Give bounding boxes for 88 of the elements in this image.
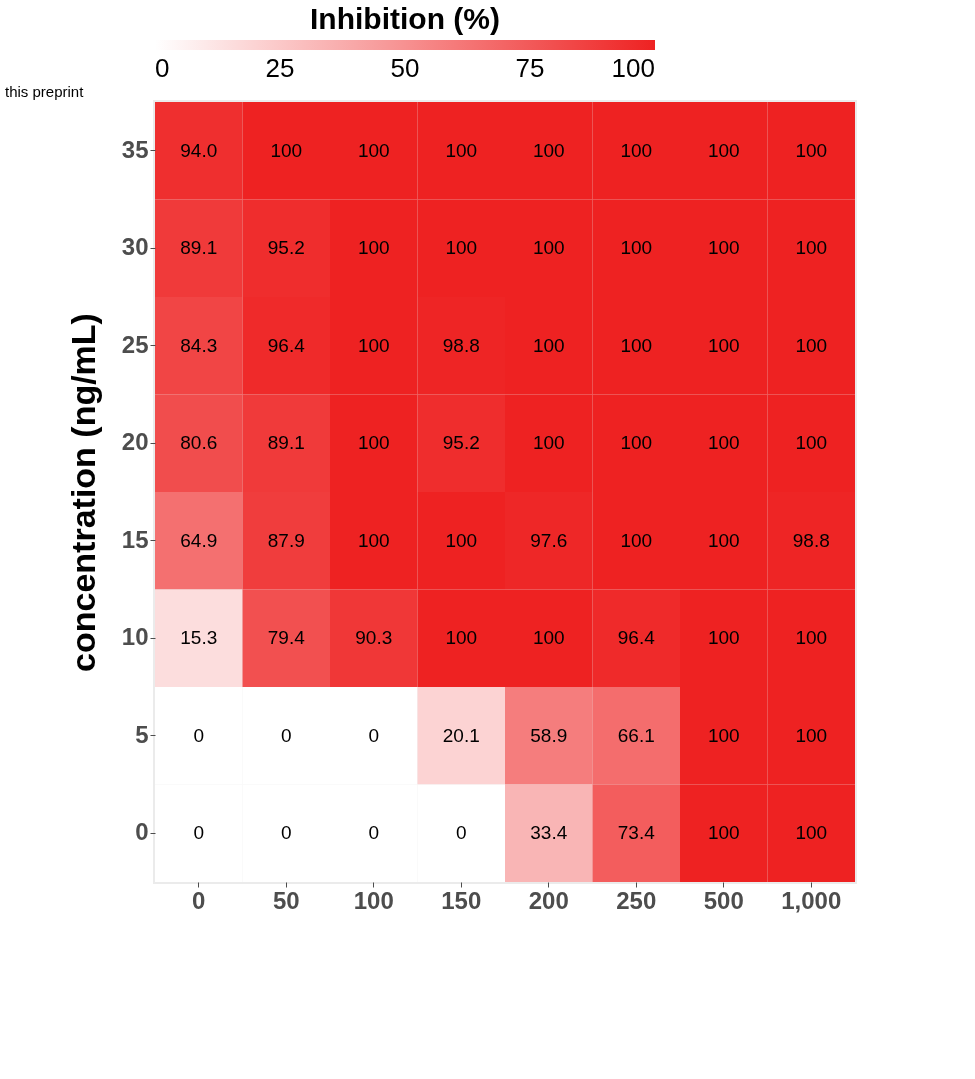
data-label: 100 bbox=[532, 237, 565, 259]
data-label: 100 bbox=[270, 139, 303, 161]
data-label: 100 bbox=[707, 529, 740, 551]
data-label: 0 bbox=[193, 822, 205, 844]
data-label: 89.1 bbox=[267, 432, 305, 454]
data-label: 0 bbox=[368, 822, 380, 844]
data-label: 15.3 bbox=[180, 627, 218, 649]
data-label: 100 bbox=[620, 432, 653, 454]
y-tick-label: 20 bbox=[121, 428, 149, 456]
data-label: 100 bbox=[357, 529, 390, 551]
data-label: 64.9 bbox=[180, 529, 218, 551]
x-tick-label: 200 bbox=[528, 886, 569, 914]
data-label: 0 bbox=[280, 822, 292, 844]
data-label: 100 bbox=[357, 139, 390, 161]
data-label: 58.9 bbox=[530, 724, 568, 746]
data-label: 100 bbox=[357, 334, 390, 356]
data-label: 87.9 bbox=[267, 529, 305, 551]
x-tick-label: 150 bbox=[441, 886, 482, 914]
data-label: 100 bbox=[795, 334, 828, 356]
data-label: 100 bbox=[795, 627, 828, 649]
color-bar-label: 0 bbox=[155, 53, 170, 83]
data-label: 89.1 bbox=[180, 237, 218, 259]
data-label: 95.2 bbox=[267, 237, 305, 259]
x-tick-label: 50 bbox=[272, 886, 300, 914]
y-tick-label: 5 bbox=[135, 720, 149, 748]
data-label: 100 bbox=[795, 237, 828, 259]
y-tick-label: 35 bbox=[121, 135, 149, 163]
data-label: 100 bbox=[532, 334, 565, 356]
data-label: 0 bbox=[280, 724, 292, 746]
data-label: 100 bbox=[445, 627, 478, 649]
data-label: 100 bbox=[620, 139, 653, 161]
x-tick-label: 100 bbox=[353, 886, 394, 914]
data-label: 100 bbox=[445, 139, 478, 161]
y-tick-label: 30 bbox=[121, 233, 149, 261]
data-label: 100 bbox=[357, 432, 390, 454]
data-label: 66.1 bbox=[617, 724, 655, 746]
x-tick-label: 250 bbox=[616, 886, 657, 914]
x-tick-label: 500 bbox=[703, 886, 744, 914]
y-tick-label: 10 bbox=[121, 623, 149, 651]
data-label: 96.4 bbox=[617, 627, 656, 649]
data-label: 100 bbox=[620, 529, 653, 551]
data-label: 100 bbox=[532, 139, 565, 161]
data-label: 0 bbox=[368, 724, 380, 746]
data-label: 20.1 bbox=[442, 724, 480, 746]
data-label: 100 bbox=[707, 627, 740, 649]
x-tick-label: 0 bbox=[192, 886, 206, 914]
color-bar-label: 100 bbox=[611, 53, 655, 83]
y-tick-label: 25 bbox=[121, 330, 149, 358]
data-label: 100 bbox=[707, 139, 740, 161]
data-label: 98.8 bbox=[792, 529, 830, 551]
color-bar-label: 50 bbox=[390, 53, 420, 83]
data-label: 100 bbox=[707, 724, 740, 746]
data-label: 98.8 bbox=[442, 334, 480, 356]
data-label: 95.2 bbox=[442, 432, 480, 454]
text: this preprint bbox=[5, 83, 85, 100]
data-label: 73.4 bbox=[617, 822, 656, 844]
data-label: 100 bbox=[795, 724, 828, 746]
data-label: 100 bbox=[357, 237, 390, 259]
data-label: 100 bbox=[795, 822, 828, 844]
data-label: 100 bbox=[532, 627, 565, 649]
data-label: 100 bbox=[620, 237, 653, 259]
y-tick-label: 15 bbox=[121, 525, 149, 553]
data-label: 100 bbox=[707, 334, 740, 356]
color-bar-title: Inhibition (%) bbox=[310, 2, 500, 35]
y-tick-label: 0 bbox=[135, 818, 149, 846]
data-label: 0 bbox=[455, 822, 467, 844]
data-label: 100 bbox=[445, 237, 478, 259]
data-label: 97.6 bbox=[530, 529, 568, 551]
color-bar-label: 25 bbox=[265, 53, 295, 83]
x-tick-label: 1,000 bbox=[781, 886, 842, 914]
data-label: 100 bbox=[795, 139, 828, 161]
data-label: 100 bbox=[795, 432, 828, 454]
data-label: 96.4 bbox=[267, 334, 306, 356]
color-bar-label: 75 bbox=[515, 53, 545, 83]
data-label: 90.3 bbox=[355, 627, 393, 649]
data-label: 100 bbox=[707, 237, 740, 259]
data-label: 100 bbox=[620, 334, 653, 356]
data-label: 84.3 bbox=[180, 334, 218, 356]
data-label: 80.6 bbox=[180, 432, 218, 454]
data-label: 0 bbox=[193, 724, 205, 746]
data-label: 100 bbox=[707, 822, 740, 844]
y-axis-title: concentration (ng/mL) bbox=[63, 313, 102, 672]
data-label: 79.4 bbox=[267, 627, 306, 649]
data-label: 100 bbox=[445, 529, 478, 551]
data-label: 94.0 bbox=[180, 139, 218, 161]
data-label: 33.4 bbox=[530, 822, 568, 844]
data-label: 100 bbox=[707, 432, 740, 454]
data-label: 100 bbox=[532, 432, 565, 454]
